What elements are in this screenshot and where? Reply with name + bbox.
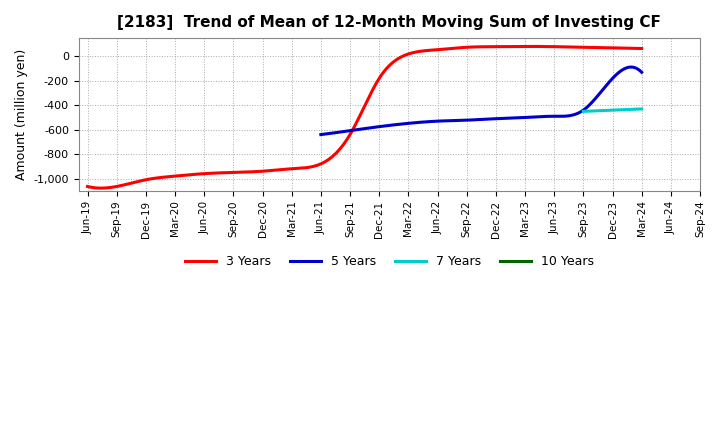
Legend: 3 Years, 5 Years, 7 Years, 10 Years: 3 Years, 5 Years, 7 Years, 10 Years bbox=[179, 250, 599, 273]
Y-axis label: Amount (million yen): Amount (million yen) bbox=[15, 49, 28, 180]
Title: [2183]  Trend of Mean of 12-Month Moving Sum of Investing CF: [2183] Trend of Mean of 12-Month Moving … bbox=[117, 15, 662, 30]
